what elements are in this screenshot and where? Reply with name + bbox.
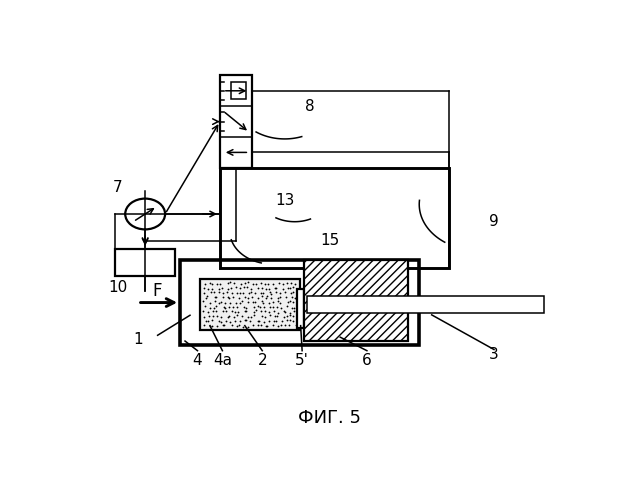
Text: 3: 3 (489, 347, 499, 362)
Bar (220, 76, 252, 168)
Text: 13: 13 (275, 193, 294, 208)
Bar (220, 168, 449, 268)
Bar (297, 289, 304, 328)
Bar (231, 82, 246, 100)
Text: 8: 8 (305, 98, 314, 114)
Text: F: F (153, 282, 163, 300)
Bar (180, 260, 419, 345)
Text: 4a: 4a (213, 353, 232, 368)
Text: 6: 6 (362, 353, 372, 368)
Bar (200, 280, 300, 330)
Bar (307, 296, 544, 313)
Text: 7: 7 (113, 180, 123, 194)
Bar (303, 260, 408, 341)
Bar (115, 248, 175, 276)
Text: 15: 15 (320, 234, 339, 248)
Text: 2: 2 (257, 353, 267, 368)
Text: 4: 4 (193, 353, 203, 368)
Text: ФИГ. 5: ФИГ. 5 (298, 409, 361, 427)
Text: 1: 1 (133, 332, 143, 346)
Text: 10: 10 (108, 280, 127, 294)
Text: 5': 5' (295, 353, 309, 368)
Text: 9: 9 (489, 214, 499, 229)
